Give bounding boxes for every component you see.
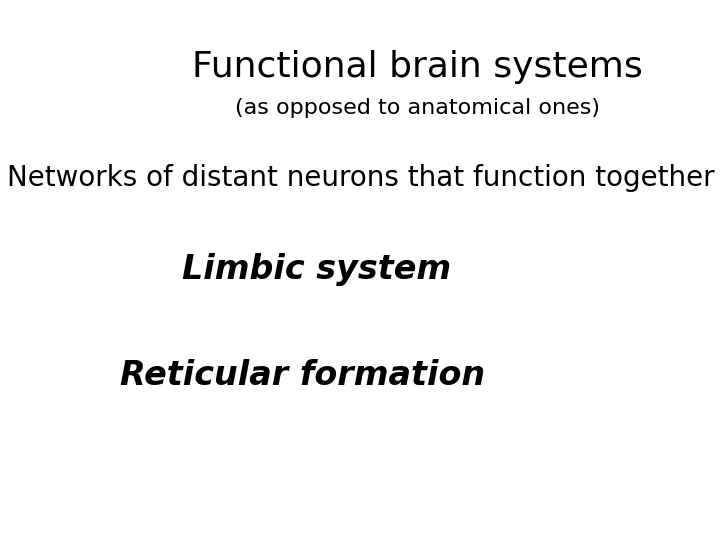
Text: (as opposed to anatomical ones): (as opposed to anatomical ones) [235, 98, 600, 118]
Text: Networks of distant neurons that function together: Networks of distant neurons that functio… [7, 164, 715, 192]
Text: Limbic system: Limbic system [182, 253, 451, 287]
Text: Functional brain systems: Functional brain systems [192, 51, 643, 84]
Text: Reticular formation: Reticular formation [120, 359, 485, 392]
